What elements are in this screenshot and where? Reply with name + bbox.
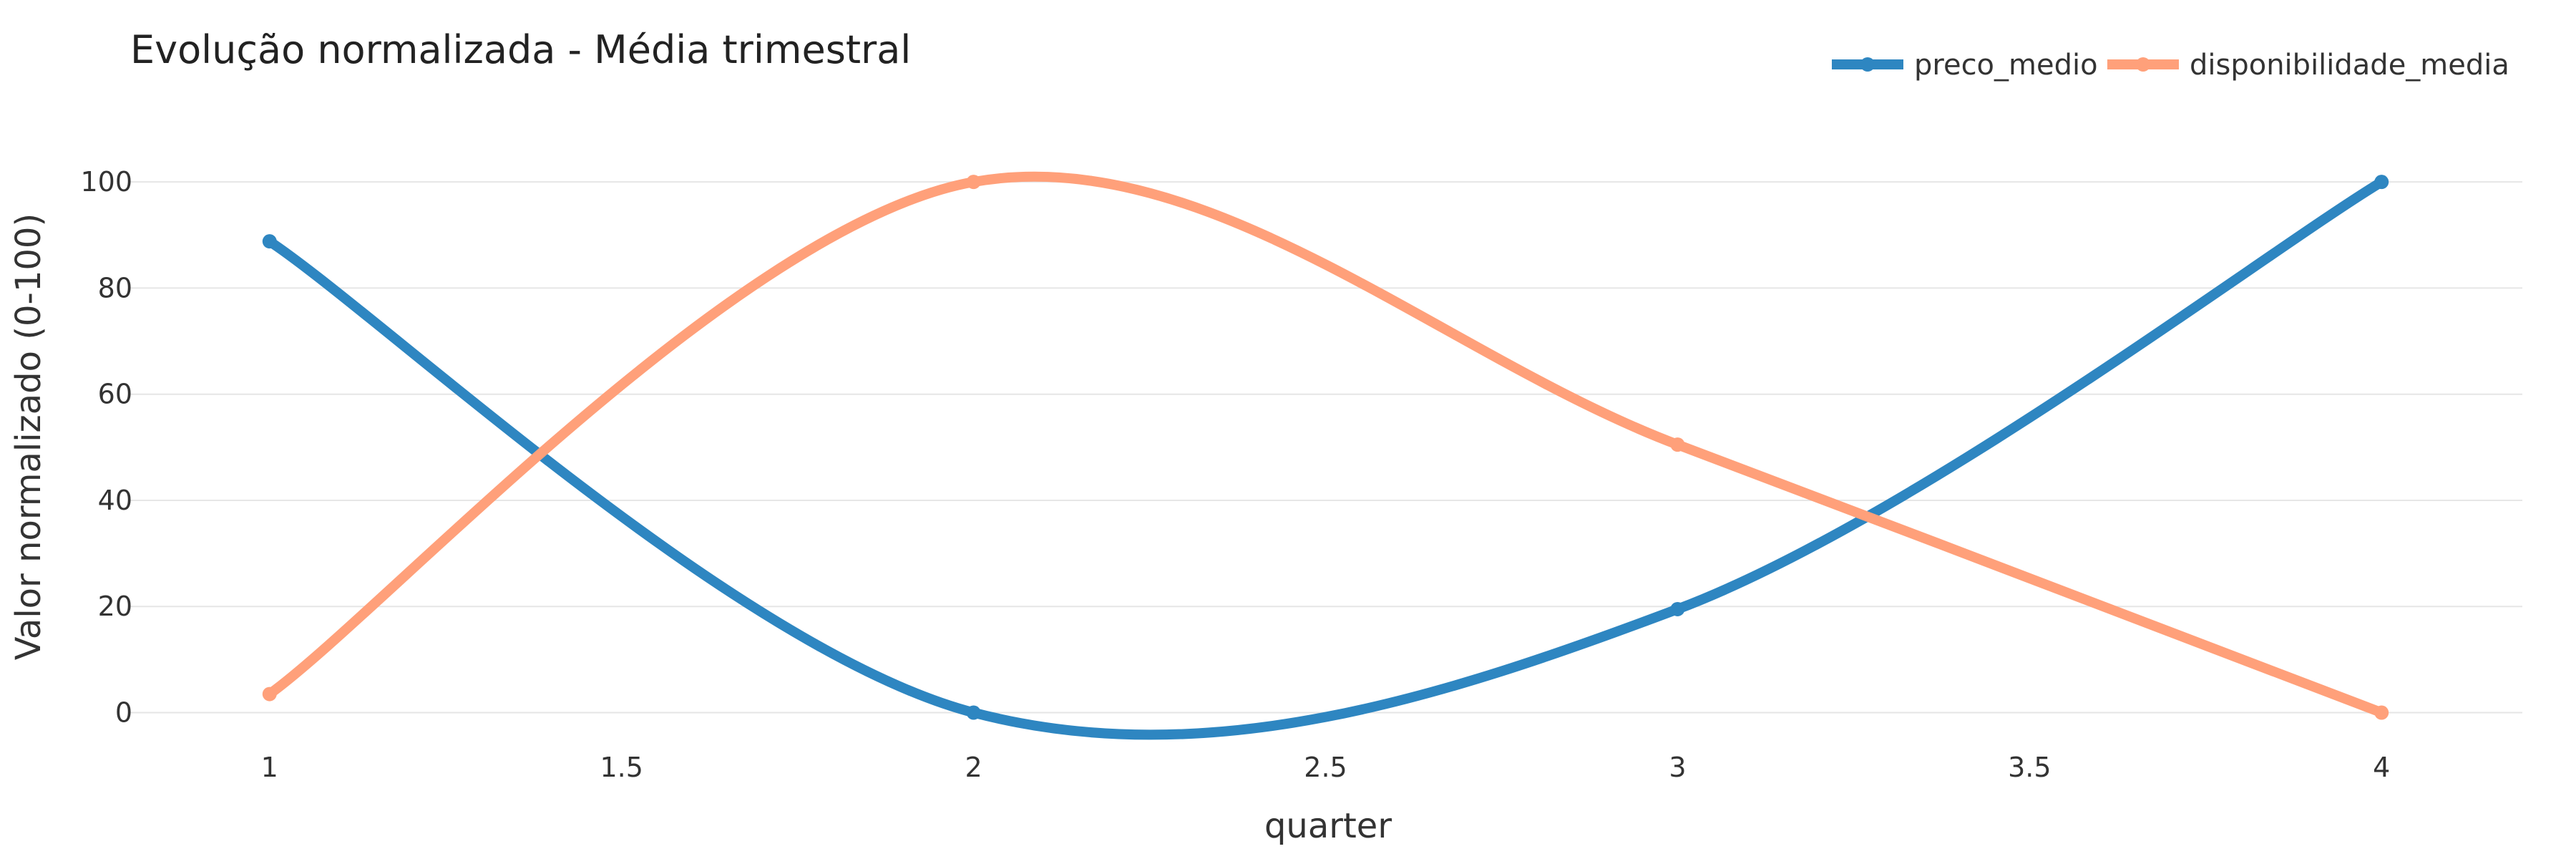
y-tick-label: 20	[98, 591, 132, 622]
data-point	[1670, 437, 1685, 452]
series-line	[264, 171, 2387, 718]
legend-label: disponibilidade_media	[2190, 49, 2509, 82]
chart-title: Evolução normalizada - Média trimestral	[130, 27, 911, 72]
y-tick-label: 60	[98, 379, 132, 410]
data-point	[1670, 601, 1685, 616]
series-disponibilidade_media	[262, 171, 2389, 720]
y-tick-label: 100	[80, 166, 132, 198]
x-tick-label: 4	[2373, 752, 2390, 783]
legend-marker	[1860, 57, 1875, 72]
data-point	[966, 175, 981, 190]
y-tick-label: 40	[98, 485, 132, 516]
y-tick-label: 80	[98, 272, 132, 304]
series-lines	[262, 171, 2389, 740]
series-preco_medio	[262, 175, 2389, 740]
y-axis-ticks: 0 20 40 60 80 100	[80, 166, 132, 728]
legend-item: preco_medio	[1832, 49, 2098, 82]
legend-item: disponibilidade_media	[2107, 49, 2509, 82]
x-tick-label: 3.5	[2008, 752, 2051, 783]
x-axis-ticks: 1 1.5 2 2.5 3 3.5 4	[261, 752, 2391, 783]
data-point	[2374, 705, 2389, 720]
x-tick-label: 3	[1669, 752, 1686, 783]
y-axis-label: Valor normalizado (0-100)	[9, 213, 49, 660]
x-tick-label: 1	[261, 752, 278, 783]
x-axis-label: quarter	[1264, 806, 1392, 846]
legend-marker	[2136, 57, 2150, 72]
y-tick-label: 0	[115, 697, 132, 729]
data-point	[262, 686, 277, 702]
legend: preco_medio disponibilidade_media	[1832, 49, 2509, 82]
x-tick-label: 2	[965, 752, 982, 783]
data-point	[2374, 175, 2389, 190]
x-tick-label: 2.5	[1304, 752, 1347, 783]
series-line	[264, 177, 2387, 740]
data-point	[966, 705, 981, 720]
legend-label: preco_medio	[1914, 49, 2098, 82]
x-tick-label: 1.5	[600, 752, 643, 783]
data-point	[262, 234, 277, 249]
